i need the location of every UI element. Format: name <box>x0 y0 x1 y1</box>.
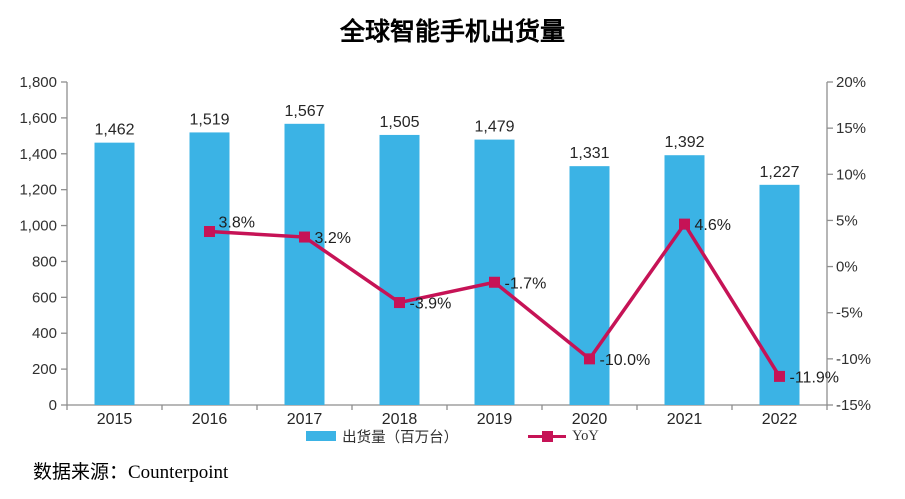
x-axis-label-2016: 2016 <box>192 411 228 428</box>
line-swatch-marker <box>542 430 554 442</box>
right-axis-tick-label: 10% <box>836 166 866 183</box>
bar-value-label-2021: 1,392 <box>664 134 704 151</box>
bar-value-label-2015: 1,462 <box>94 122 134 139</box>
x-axis-label-2022: 2022 <box>762 411 798 428</box>
right-axis-tick-label: -5% <box>836 305 863 322</box>
x-axis-label-2020: 2020 <box>572 411 608 428</box>
bar-2015 <box>94 142 135 405</box>
chart-title: 全球智能手机出货量 <box>339 18 565 46</box>
left-axis-tick-label: 1,800 <box>19 74 57 91</box>
x-axis-label-2021: 2021 <box>667 411 703 428</box>
x-axis-label-2017: 2017 <box>287 411 323 428</box>
x-axis-label-2015: 2015 <box>97 411 133 428</box>
right-axis-tick-label: 15% <box>836 120 866 137</box>
bar-2016 <box>189 132 230 405</box>
bar-2020 <box>569 166 610 405</box>
bar-2022 <box>759 184 800 405</box>
bar-2021 <box>664 155 705 405</box>
bar-value-label-2016: 1,519 <box>189 111 229 128</box>
left-axis-tick-label: 0 <box>49 397 57 414</box>
axis-lines <box>66 82 828 406</box>
legend-label-shipments: 出货量（百万台） <box>342 429 459 446</box>
yoy-value-label-2020: -10.0% <box>600 352 651 369</box>
x-axis-label-2018: 2018 <box>382 411 418 428</box>
left-axis-tick-label: 400 <box>32 325 57 342</box>
yoy-value-label-2018: -3.9% <box>410 296 452 313</box>
legend: 出货量（百万台） YoY <box>0 426 905 447</box>
left-axis-tick-label: 1,600 <box>19 110 57 127</box>
right-axis-tick-label: -15% <box>836 397 871 414</box>
yoy-marker-2022 <box>774 370 785 382</box>
yoy-marker-2017 <box>299 231 310 243</box>
right-axis-tick-label: -10% <box>836 351 871 368</box>
bar-value-label-2022: 1,227 <box>759 164 799 181</box>
yoy-marker-2016 <box>204 226 215 238</box>
left-axis-tick-label: 200 <box>32 361 57 378</box>
yoy-marker-2018 <box>394 297 405 309</box>
bar-swatch-icon <box>306 431 337 441</box>
bar-2018 <box>379 134 420 406</box>
combo-chart: 1,800 1,600 1,400 1,200 1,000 800 600 400 200 0 20… <box>19 74 871 428</box>
yoy-value-label-2017: 3.2% <box>315 230 351 247</box>
yoy-marker-2019 <box>489 276 500 288</box>
yoy-value-label-2019: -1.7% <box>505 275 547 292</box>
left-axis-tick-label: 1,000 <box>19 218 57 235</box>
right-axis-tick-label: 20% <box>836 74 866 91</box>
bar-2017 <box>284 123 325 406</box>
legend-item-yoy: YoY <box>528 428 599 445</box>
bar-value-label-2018: 1,505 <box>379 114 419 131</box>
legend-label-yoy: YoY <box>572 427 599 444</box>
bar-value-label-2017: 1,567 <box>284 103 324 120</box>
yoy-marker-2020 <box>584 353 595 365</box>
left-axis-tick-label: 1,400 <box>19 146 57 163</box>
yoy-value-label-2016: 3.8% <box>219 215 255 232</box>
left-axis-tick-label: 600 <box>32 289 57 306</box>
left-axis-tick-label: 1,200 <box>19 182 57 199</box>
yoy-value-label-2021: 4.6% <box>695 217 731 234</box>
right-axis-tick-label: 5% <box>836 212 858 229</box>
bar-value-label-2020: 1,331 <box>569 145 609 162</box>
line-swatch-icon <box>528 430 567 442</box>
left-axis-tick-label: 800 <box>32 253 57 270</box>
bar-2019 <box>474 139 515 405</box>
right-axis-tick-label: 0% <box>836 259 858 276</box>
source-note: 数据来源：Counterpoint <box>33 462 229 483</box>
yoy-value-label-2022: -11.9% <box>790 369 840 386</box>
legend-item-shipments: 出货量（百万台） <box>306 426 458 447</box>
x-axis-label-2019: 2019 <box>477 411 513 428</box>
yoy-marker-2021 <box>679 218 690 230</box>
bar-value-label-2019: 1,479 <box>474 119 514 136</box>
